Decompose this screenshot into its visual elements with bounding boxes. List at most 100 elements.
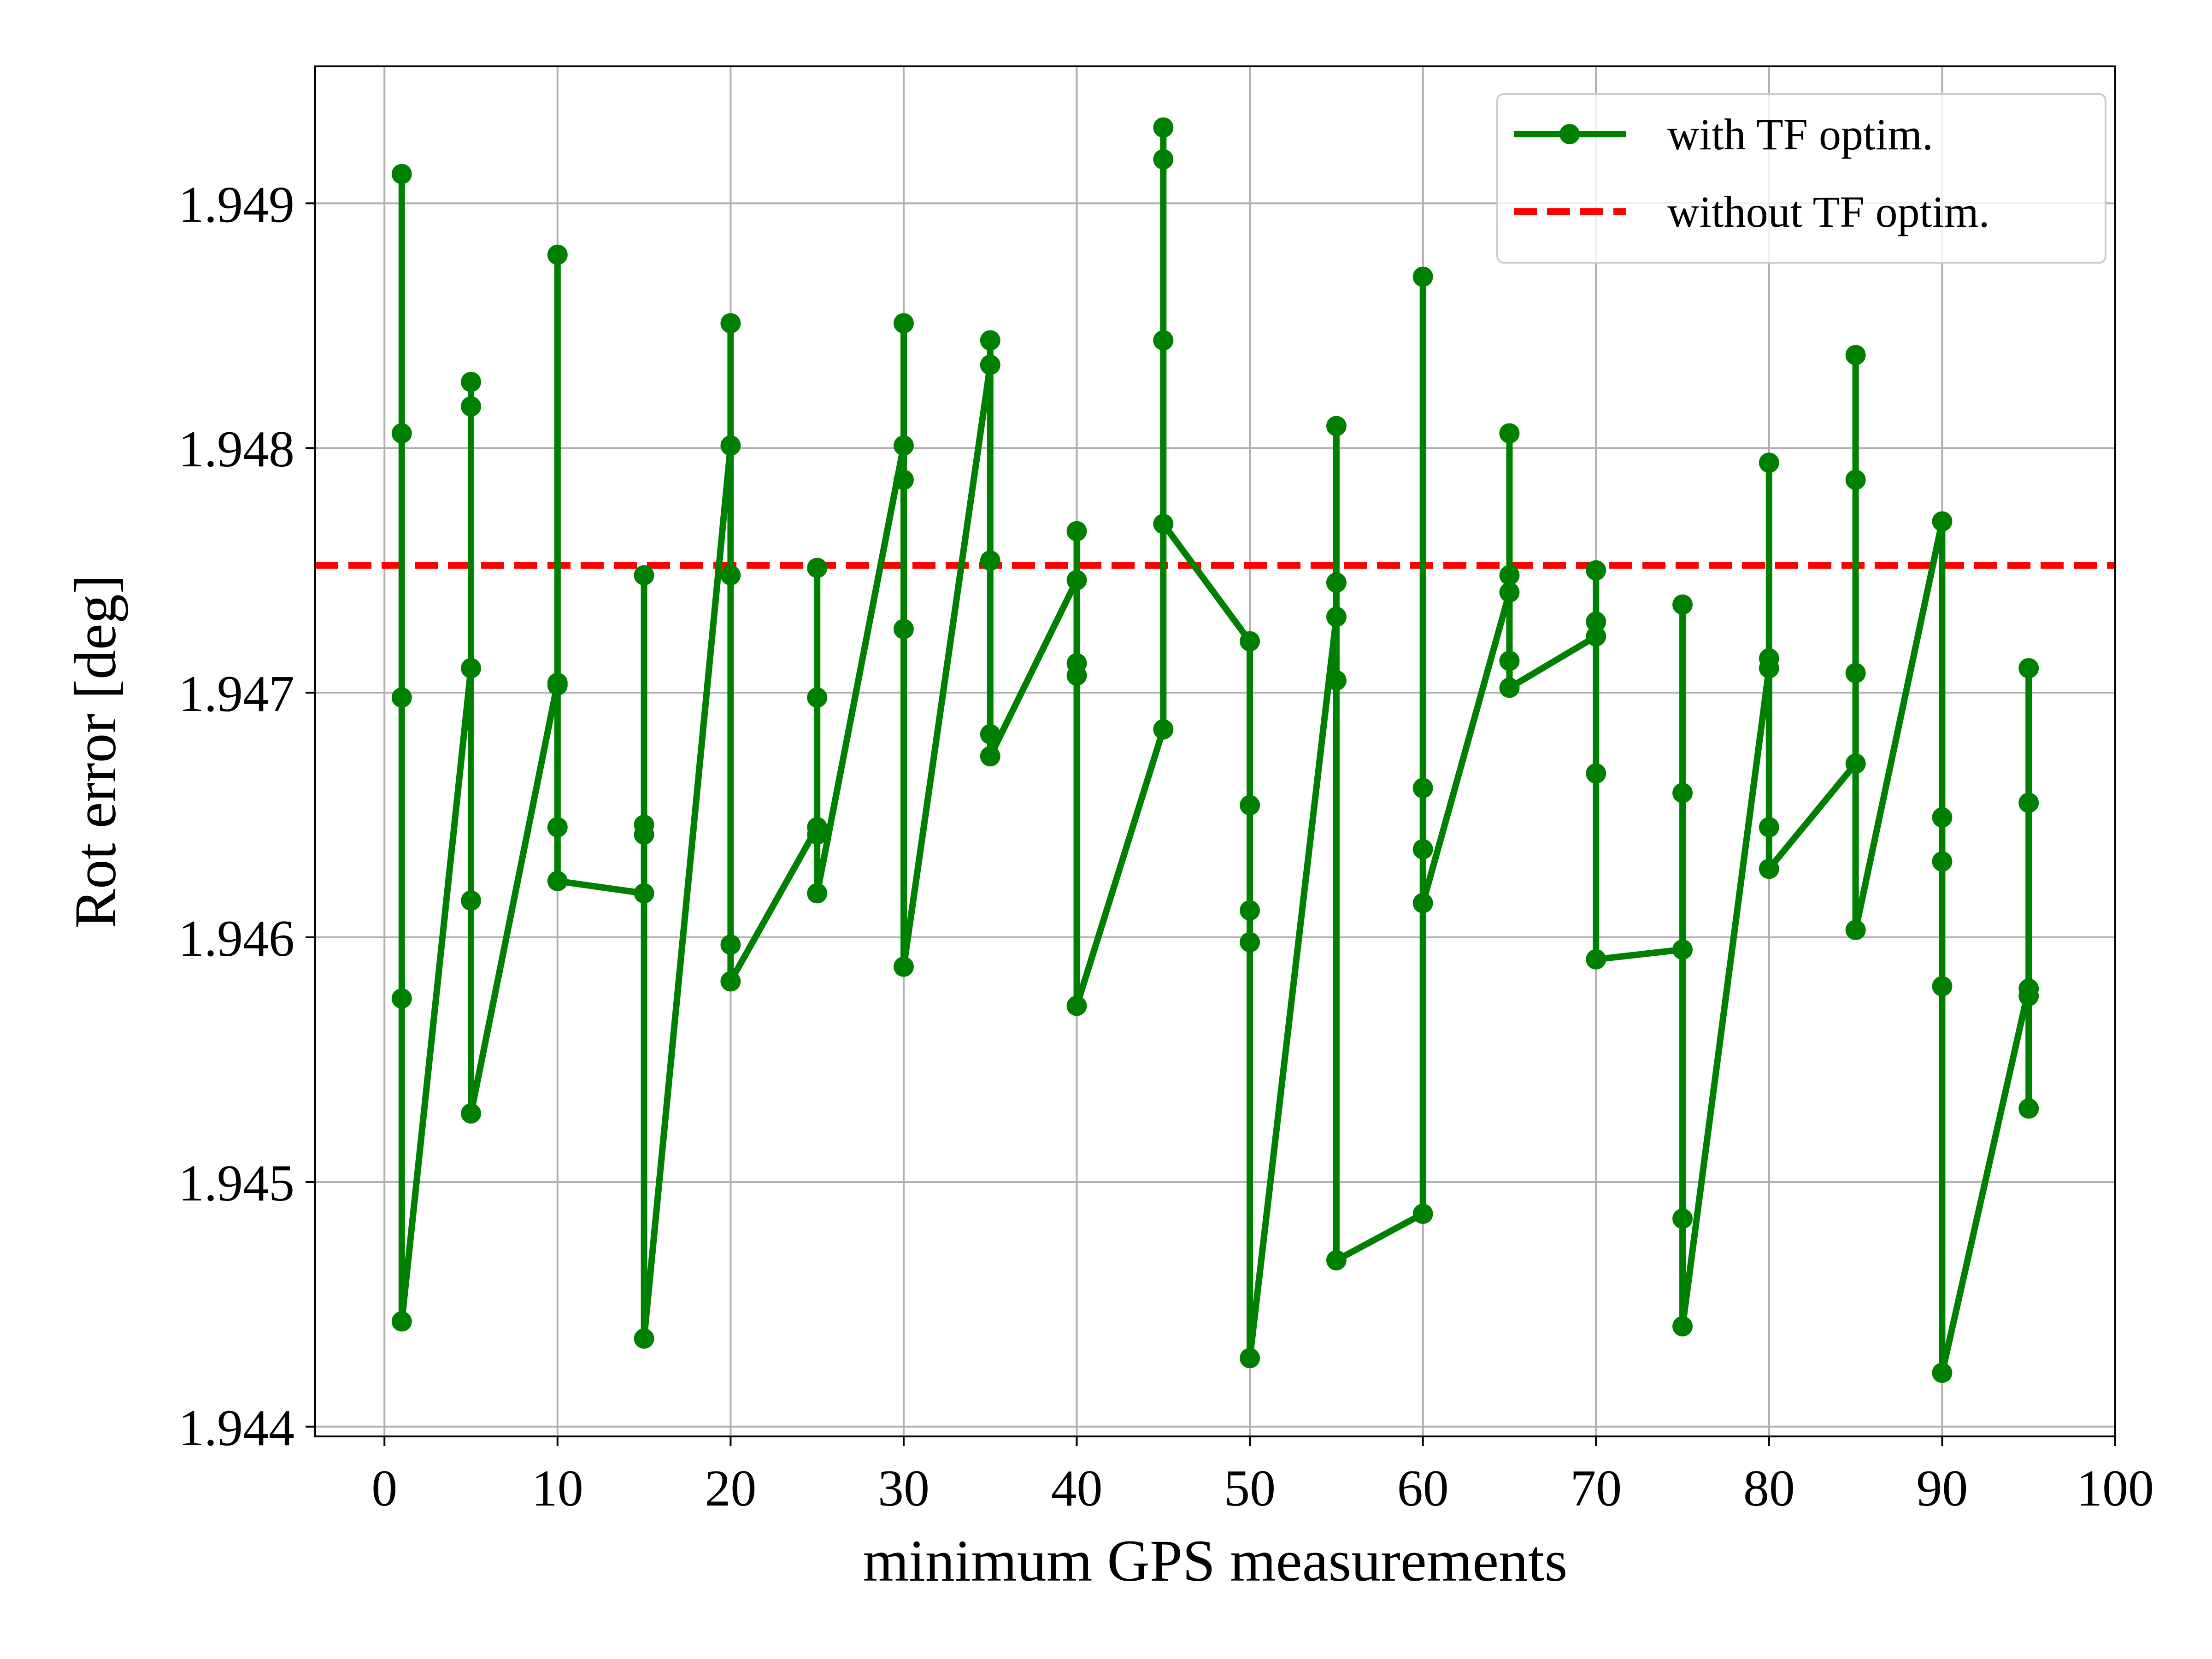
data-point (1240, 900, 1260, 921)
data-point (1932, 511, 1953, 532)
x-tick-label: 50 (1224, 1460, 1276, 1517)
data-point (461, 371, 482, 392)
data-point (980, 354, 1000, 375)
data-point (461, 658, 482, 678)
data-point (1412, 839, 1433, 859)
y-axis-label: Rot error [deg] (63, 575, 128, 929)
y-tick-label: 1.946 (178, 910, 294, 967)
data-point (547, 871, 568, 891)
x-tick-label: 40 (1051, 1460, 1103, 1517)
data-point (1066, 665, 1087, 686)
data-point (1932, 851, 1953, 872)
series-layer (315, 117, 2115, 1383)
data-point (1499, 423, 1520, 444)
data-point (1586, 626, 1606, 647)
y-tick-label: 1.947 (178, 665, 294, 723)
legend-marker-with-tf-optim (1559, 124, 1580, 144)
data-point (1932, 1362, 1953, 1383)
y-tick-label: 1.945 (178, 1155, 294, 1212)
data-point (1240, 631, 1260, 652)
data-point (1153, 330, 1174, 351)
data-point (807, 883, 828, 904)
data-point (1845, 470, 1866, 490)
data-point (1066, 521, 1087, 541)
x-tick-label: 70 (1570, 1460, 1622, 1517)
data-point (634, 565, 654, 586)
data-point (1586, 560, 1606, 581)
data-point (807, 824, 828, 845)
data-point (1586, 763, 1606, 784)
legend-label-with-tf-optim: with TF optim. (1667, 110, 1933, 159)
data-point (1845, 345, 1866, 365)
data-point (1153, 117, 1174, 138)
data-point (391, 687, 412, 708)
x-tick-label: 30 (878, 1460, 930, 1517)
data-point (1759, 859, 1779, 879)
data-point (1586, 612, 1606, 632)
data-point (893, 956, 914, 977)
data-point (1672, 594, 1693, 615)
x-tick-label: 0 (371, 1460, 397, 1517)
data-point (720, 971, 741, 992)
data-point (1932, 807, 1953, 828)
data-point (2018, 792, 2039, 813)
data-point (1066, 570, 1087, 590)
data-point (1326, 606, 1347, 627)
legend-box (1496, 93, 2106, 264)
data-point (1326, 572, 1347, 593)
ticks: 0 10 20 30 40 50 60 70 80 90 100 1.944 1.945 1.946 1.9… (178, 176, 2154, 1517)
data-point (1326, 416, 1347, 436)
legend: with TF optim. without TF optim. (1496, 93, 2106, 264)
data-point (1759, 648, 1779, 669)
data-point (893, 470, 914, 490)
data-point (1240, 932, 1260, 953)
data-point (634, 824, 654, 845)
data-point (1672, 1208, 1693, 1229)
data-point (1759, 817, 1779, 838)
x-tick-label: 20 (705, 1460, 756, 1517)
data-point (1499, 677, 1520, 698)
data-point (1845, 920, 1866, 941)
y-tick-label: 1.948 (178, 421, 294, 478)
data-point (1499, 651, 1520, 671)
data-point (1499, 565, 1520, 586)
data-point (1759, 453, 1779, 473)
data-point (720, 934, 741, 955)
data-point (980, 746, 1000, 767)
data-point (1066, 995, 1087, 1016)
data-point (720, 435, 741, 456)
data-point (1412, 1203, 1433, 1224)
data-point (980, 550, 1000, 571)
data-point (2018, 986, 2039, 1006)
data-point (2018, 658, 2039, 678)
x-tick-label: 80 (1743, 1460, 1795, 1517)
data-point (1845, 663, 1866, 683)
data-point (1672, 1316, 1693, 1337)
x-tick-label: 10 (532, 1460, 583, 1517)
data-point (391, 164, 412, 184)
data-point (1586, 949, 1606, 970)
data-point (547, 817, 568, 838)
data-point (391, 988, 412, 1009)
data-point (1845, 753, 1866, 774)
data-point (391, 423, 412, 444)
data-point (893, 619, 914, 640)
series-with-tf-optim-line (398, 124, 2032, 1376)
plot-frame (314, 65, 2116, 1437)
x-tick-label: 100 (2077, 1460, 2154, 1517)
data-point (547, 675, 568, 696)
data-point (1326, 670, 1347, 691)
y-tick-label: 1.949 (178, 176, 294, 233)
data-point (461, 1103, 482, 1124)
data-point (893, 435, 914, 456)
data-point (720, 313, 741, 334)
data-point (1153, 719, 1174, 740)
data-point (1326, 1250, 1347, 1271)
data-point (547, 244, 568, 265)
x-tick-label: 60 (1397, 1460, 1449, 1517)
data-point (1499, 582, 1520, 603)
data-point (1240, 795, 1260, 816)
data-point (634, 883, 654, 904)
data-point (980, 724, 1000, 745)
